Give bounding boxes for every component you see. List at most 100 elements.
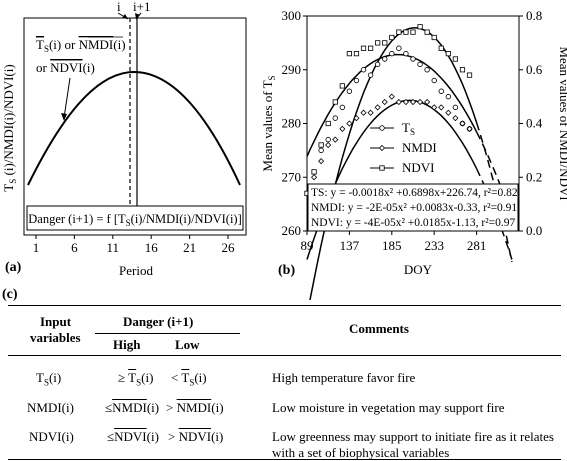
nmdi-point [318, 158, 325, 165]
ts-point [396, 45, 402, 51]
table-row-nmdi-var: NMDI(i) [27, 400, 74, 415]
nmdi-point [325, 141, 332, 149]
nmdi-point [466, 125, 473, 132]
ts-point [403, 50, 409, 57]
header-high: High [113, 337, 141, 352]
ndvi-point [452, 56, 458, 62]
legend-label: NMDI [402, 140, 437, 155]
ts-point [382, 56, 388, 62]
ndvi-point [346, 51, 352, 57]
table-row-ndvi-var: NDVI(i) [29, 429, 74, 444]
ts-point [318, 147, 324, 154]
ndvi-point [438, 45, 444, 51]
x-axis-label: DOY [404, 262, 433, 277]
ts-point [445, 93, 452, 100]
panel-a-xtick-label: 26 [222, 240, 236, 255]
ts-point [424, 67, 430, 73]
ts-point [325, 136, 331, 143]
header-comments: Comments [349, 321, 409, 336]
panel-a-xtick-label: 6 [71, 240, 78, 255]
panel-b-label: (b) [278, 263, 295, 278]
equations-box [307, 183, 519, 232]
ts-point [360, 67, 367, 73]
ndvi-point [466, 72, 473, 78]
panel-a-xtick-label: 16 [145, 240, 159, 255]
ts-point [431, 77, 437, 84]
panel-a-xticks: 1 6 11 16 21 26 [33, 235, 235, 255]
nmdi-point [431, 104, 438, 111]
nmdi-point [417, 98, 424, 106]
table-row-ts-var: TS(i) [36, 370, 62, 388]
ndvi-point [389, 34, 395, 41]
header-low: Low [175, 337, 200, 352]
legend-line-2: or NDVI(i) [36, 60, 95, 75]
nmdi-point [378, 144, 386, 152]
ts-point [452, 104, 459, 111]
panel-a-xtick-label: 21 [183, 240, 196, 255]
nmdi-point [395, 98, 402, 106]
x-tick-label: 185 [382, 238, 402, 253]
y-right-tick-label: 0.4 [526, 116, 543, 131]
nmdi-point [311, 174, 318, 181]
nmdi-point [409, 98, 417, 106]
x-tick-label: 281 [467, 238, 487, 253]
chart-legend: TS NMDI NDVI [370, 120, 437, 175]
ndvi-point [360, 45, 367, 51]
y-left-axis-label: Mean values of TS [260, 75, 277, 171]
header-input-l2: variables [30, 330, 81, 345]
panel-a: i i+1 TS(i) or NMDI(i) or NDVI(i) TS (i)… [1, 0, 247, 278]
ts-point [389, 50, 395, 57]
ndvi-point [311, 169, 317, 175]
table-row-ndvi-high: ≤NDVI(i) [107, 429, 159, 444]
header-input-l1: Input [40, 314, 72, 329]
nmdi-point [367, 109, 374, 116]
y-right-tick-label: 0.8 [526, 8, 542, 23]
table-row-ts-comment: High temperature favor fire [272, 370, 416, 385]
danger-subrule [95, 333, 240, 334]
nmdi-fit-curve [306, 99, 478, 260]
ts-point [339, 104, 346, 111]
y-left-tick-label: 280 [282, 116, 302, 131]
table-header-rule [8, 355, 561, 356]
marker-i1-label: i+1 [133, 0, 150, 14]
table-row-ts-low: < TS(i) [171, 370, 207, 388]
table-row-ndvi-low: > NDVI(i) [168, 429, 224, 444]
ndvi-point [410, 29, 416, 35]
ndvi-point [318, 142, 324, 148]
ndvi-point [332, 99, 338, 105]
series-ts [318, 45, 473, 154]
y-left-tick-label: 270 [282, 169, 302, 184]
marker-i-label: i [117, 0, 121, 14]
table-row-ts-high: ≥ TS(i) [118, 370, 154, 388]
y-right-tick-label: 0.0 [526, 223, 542, 238]
danger-formula: Danger (i+1) = f [TS(i)/NMDI(i)/NDVI(i)] [28, 212, 242, 228]
ts-point [332, 115, 338, 121]
ndvi-point [382, 40, 388, 46]
ndvi-point [339, 83, 345, 89]
y-right-axis-label: Mean values of NMDI/NDVI [557, 46, 567, 200]
ndvi-point [368, 45, 374, 51]
ndvi-point [431, 34, 437, 41]
ndvi-fit-extrapolation [475, 122, 513, 263]
panel-a-xtick-label: 11 [107, 240, 120, 255]
panel-a-xtick-label: 1 [33, 240, 40, 255]
nmdi-point [424, 98, 431, 106]
table-row-ndvi-comment: Low greenness may support to initiate fi… [272, 429, 554, 444]
table-row-nmdi-high: ≤NMDI(i) [105, 400, 160, 415]
legend-label: NDVI [402, 160, 435, 175]
series-nmdi [311, 93, 473, 181]
ndvi-point [379, 165, 385, 171]
ts-point [438, 88, 444, 94]
legend-line-1: TS(i) or NMDI(i) [36, 37, 126, 54]
ts-point [410, 56, 416, 62]
legend-arrowhead [61, 113, 67, 121]
legend-label: TS [402, 120, 415, 137]
panel-a-frame [23, 17, 247, 236]
ndvi-point [375, 40, 381, 46]
ts-point [346, 88, 353, 94]
x-tick-label: 137 [340, 238, 360, 253]
panel-a-ylabel: TS (i)/NMDI(i)/NDVI(i) [1, 64, 18, 191]
ndvi-point [459, 67, 466, 73]
header-danger: Danger (i+1) [123, 314, 194, 329]
ts-point [379, 125, 385, 131]
